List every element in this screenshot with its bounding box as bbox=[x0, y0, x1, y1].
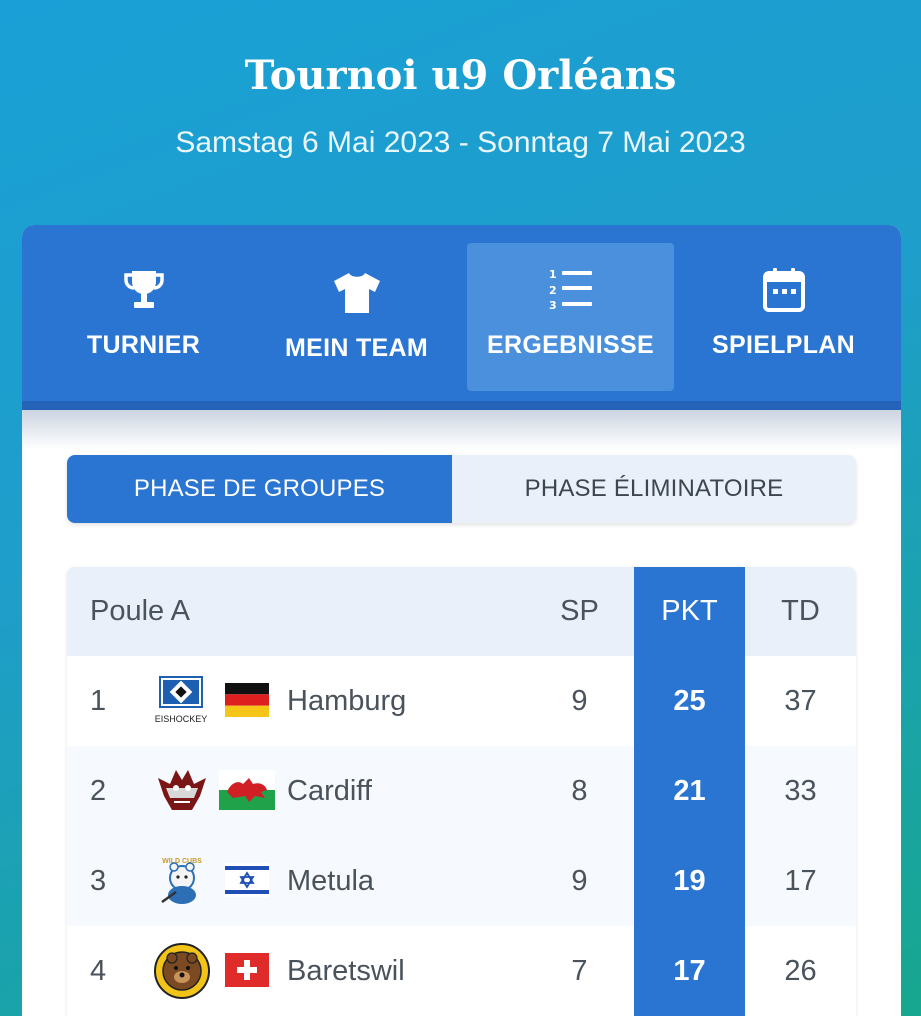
header-sp[interactable]: SP bbox=[560, 595, 599, 627]
hamburg-logo: EISHOCKEY bbox=[152, 674, 212, 728]
team-name[interactable]: Metula bbox=[287, 864, 375, 897]
standings-table: Poule A SP PKT TD 1 EISHOCKEY bbox=[67, 567, 856, 1016]
rank: 4 bbox=[90, 954, 107, 987]
table-row[interactable]: 2 Cardiff 8 21 33 bbox=[67, 746, 856, 836]
calendar-icon bbox=[680, 267, 887, 315]
table-row[interactable]: 4 Baretsw bbox=[67, 926, 856, 1016]
metula-wild-cubs-logo: WILD CUBS bbox=[152, 854, 212, 908]
pkt-column-highlight bbox=[634, 567, 745, 1016]
team-name[interactable]: Baretswil bbox=[287, 954, 405, 987]
metula-logo-text: WILD CUBS bbox=[162, 858, 202, 865]
phase-toggle: PHASE DE GROUPES PHASE ÉLIMINATOIRE bbox=[67, 455, 856, 523]
group-name: Poule A bbox=[90, 595, 190, 627]
main-card: TURNIER MEIN TEAM 1 2 3 bbox=[22, 225, 901, 1016]
svg-text:1: 1 bbox=[549, 268, 557, 281]
td-value: 17 bbox=[784, 864, 817, 897]
rank: 3 bbox=[90, 864, 107, 897]
sp-value: 8 bbox=[571, 774, 588, 807]
pkt-value: 21 bbox=[673, 774, 706, 807]
germany-flag bbox=[225, 683, 269, 717]
nav-bar: TURNIER MEIN TEAM 1 2 3 bbox=[22, 225, 901, 410]
tab-turnier[interactable]: TURNIER bbox=[40, 243, 247, 391]
tab-label: TURNIER bbox=[86, 331, 201, 359]
pkt-value: 17 bbox=[673, 954, 706, 987]
hamburg-logo-text: EISHOCKEY bbox=[155, 714, 208, 724]
jersey-icon bbox=[253, 271, 460, 319]
tournament-header: Tournoi u9 Orléans Samstag 6 Mai 2023 - … bbox=[0, 0, 921, 225]
team-name[interactable]: Hamburg bbox=[287, 684, 407, 717]
header-pkt[interactable]: PKT bbox=[661, 595, 718, 627]
tournament-dates: Samstag 6 Mai 2023 - Sonntag 7 Mai 2023 bbox=[175, 126, 746, 159]
rank: 1 bbox=[90, 684, 107, 717]
table-row[interactable]: 3 WILD CUBS bbox=[67, 836, 856, 926]
phase-groups-button[interactable]: PHASE DE GROUPES bbox=[67, 455, 452, 523]
svg-text:3: 3 bbox=[549, 299, 557, 311]
ranked-list-icon: 1 2 3 bbox=[467, 267, 674, 315]
td-value: 33 bbox=[784, 774, 817, 807]
cardiff-devils-logo bbox=[152, 764, 212, 818]
team-name[interactable]: Cardiff bbox=[287, 774, 372, 807]
tab-label: MEIN TEAM bbox=[285, 334, 428, 362]
pkt-value: 19 bbox=[673, 864, 706, 897]
header-td[interactable]: TD bbox=[781, 595, 820, 627]
phase-knockout-button[interactable]: PHASE ÉLIMINATOIRE bbox=[524, 475, 784, 502]
tab-ergebnisse[interactable]: 1 2 3 ERGEBNISSE bbox=[467, 243, 674, 391]
wales-flag bbox=[219, 770, 275, 810]
table-row[interactable]: 1 EISHOCKEY Hamburg 9 25 bbox=[67, 656, 856, 746]
tab-spielplan[interactable]: SPIELPLAN bbox=[680, 243, 887, 391]
nav-divider bbox=[22, 401, 901, 410]
td-value: 37 bbox=[784, 684, 817, 717]
td-value: 26 bbox=[784, 954, 817, 987]
sp-value: 9 bbox=[571, 864, 588, 897]
page-title: Tournoi u9 Orléans bbox=[244, 52, 677, 99]
pkt-value: 25 bbox=[673, 684, 706, 717]
switzerland-flag bbox=[225, 953, 269, 987]
rank: 2 bbox=[90, 774, 107, 807]
tab-label: ERGEBNISSE bbox=[487, 331, 654, 359]
sp-value: 7 bbox=[571, 954, 588, 987]
nav-shadow bbox=[22, 410, 901, 450]
tab-label: SPIELPLAN bbox=[712, 331, 855, 359]
tab-mein-team[interactable]: MEIN TEAM bbox=[253, 243, 460, 391]
trophy-icon bbox=[40, 267, 247, 315]
israel-flag bbox=[225, 863, 269, 897]
svg-text:2: 2 bbox=[549, 284, 557, 297]
sp-value: 9 bbox=[571, 684, 588, 717]
baretswil-grizzlys-logo bbox=[152, 943, 212, 999]
